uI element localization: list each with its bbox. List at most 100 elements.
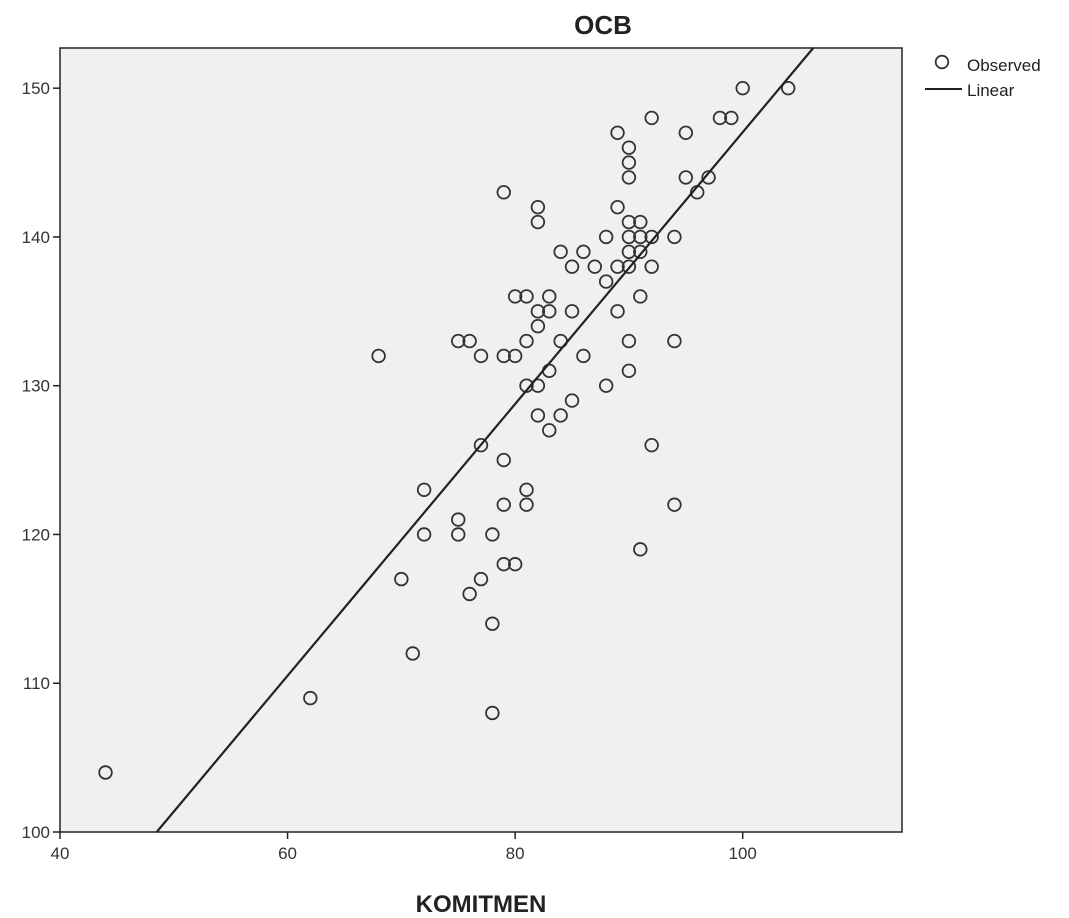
data-point (519, 289, 534, 304)
plot-area (59, 47, 903, 833)
x-tick-label: 80 (506, 844, 525, 863)
data-point (553, 244, 568, 260)
data-point (735, 80, 750, 96)
data-point (598, 229, 614, 245)
data-point (496, 557, 511, 572)
data-point (633, 289, 648, 304)
data-point (542, 423, 557, 438)
data-point (519, 497, 534, 512)
data-point (496, 452, 511, 468)
data-point (530, 318, 546, 334)
data-point (644, 259, 659, 274)
data-point (621, 170, 637, 185)
data-point (610, 304, 625, 319)
observed-points (98, 80, 796, 780)
data-point (610, 199, 625, 215)
data-point (610, 259, 625, 274)
data-point (496, 185, 511, 200)
data-point (394, 571, 409, 587)
data-point (621, 140, 637, 155)
x-tick-label: 40 (51, 844, 70, 863)
data-point (587, 259, 602, 274)
data-point (667, 497, 682, 512)
data-point (530, 304, 546, 319)
data-point (644, 229, 659, 245)
data-point (496, 497, 511, 512)
y-tick-label: 130 (22, 377, 50, 396)
data-point (621, 155, 637, 170)
data-point (667, 333, 682, 349)
data-point (553, 408, 568, 423)
data-point (519, 482, 534, 498)
legend: Observed Linear (925, 54, 1041, 100)
data-point (496, 348, 511, 364)
linear-fit-line (155, 47, 815, 833)
y-tick-label: 150 (22, 79, 50, 98)
data-point (98, 765, 113, 780)
data-point (621, 363, 637, 379)
data-point (371, 348, 386, 364)
legend-observed-marker (934, 54, 950, 70)
data-point (507, 348, 523, 364)
data-point (485, 616, 500, 631)
x-tick-label: 100 (729, 844, 757, 863)
y-axis: 100 110 120 130 140 150 (22, 79, 60, 842)
data-point (519, 333, 534, 349)
data-point (462, 586, 477, 602)
data-point (621, 259, 637, 274)
data-point (416, 527, 432, 542)
x-axis-label: KOMITMEN (416, 891, 547, 918)
data-point (598, 378, 614, 393)
data-point (530, 214, 546, 230)
legend-linear-label: Linear (967, 81, 1015, 100)
y-tick-label: 110 (23, 674, 50, 693)
data-point (485, 705, 500, 721)
data-point (451, 512, 466, 527)
data-point (462, 333, 477, 349)
data-point (621, 214, 637, 230)
data-point (678, 170, 694, 185)
data-point (633, 244, 648, 260)
data-point (781, 80, 796, 96)
data-point (451, 333, 466, 349)
legend-observed-label: Observed (967, 56, 1041, 75)
y-tick-label: 140 (22, 228, 50, 247)
y-tick-label: 100 (22, 823, 50, 842)
linear-fit-line-group (155, 47, 815, 833)
data-point (473, 571, 489, 587)
data-point (564, 304, 580, 319)
data-point (633, 542, 648, 557)
data-point (542, 289, 557, 304)
data-point (576, 244, 591, 260)
data-point (416, 482, 432, 498)
data-point (564, 393, 580, 408)
chart-title: OCB (574, 10, 632, 40)
y-tick-label: 120 (22, 525, 50, 544)
data-point (542, 304, 557, 319)
data-point (530, 408, 546, 423)
data-point (473, 438, 489, 453)
data-point (564, 259, 580, 274)
data-point (303, 690, 318, 706)
data-point (712, 110, 728, 126)
data-point (678, 125, 694, 140)
data-point (667, 229, 682, 245)
data-point (485, 527, 500, 542)
data-point (451, 527, 466, 542)
data-point (598, 274, 614, 289)
data-point (724, 110, 739, 126)
data-point (633, 214, 648, 230)
data-point (507, 289, 523, 304)
data-point (644, 110, 659, 126)
data-point (576, 348, 591, 364)
data-point (701, 170, 716, 185)
data-point (621, 229, 637, 245)
x-axis: 40 60 80 100 (51, 832, 757, 863)
data-point (405, 646, 420, 661)
data-point (507, 557, 523, 572)
data-point (633, 229, 648, 245)
data-point (473, 348, 489, 364)
data-point (621, 244, 637, 260)
data-point (621, 333, 637, 349)
